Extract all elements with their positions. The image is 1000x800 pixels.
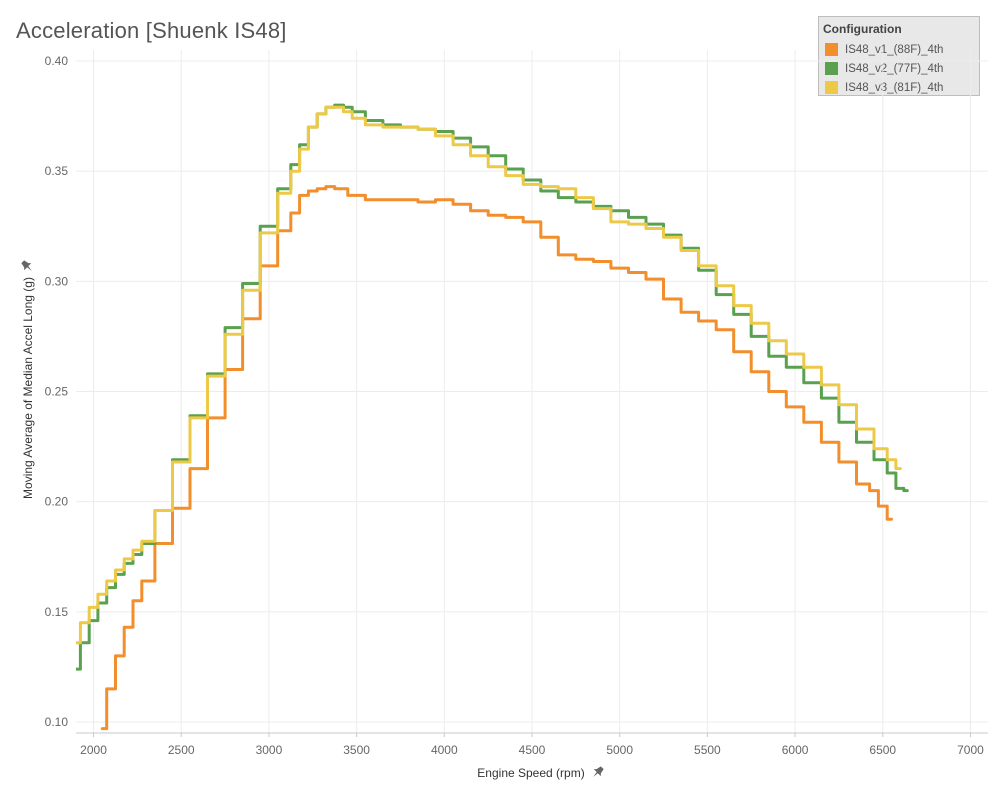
y-tick-label: 0.35 — [45, 164, 69, 178]
x-tick-label: 5500 — [694, 743, 721, 757]
y-tick-label: 0.40 — [45, 54, 69, 68]
y-axis-pin-icon[interactable] — [19, 258, 35, 274]
legend-item[interactable]: IS48_v2_(77F)_4th — [823, 59, 975, 78]
x-tick-label: 5000 — [606, 743, 633, 757]
x-axis-ticks: 2000 2500 3000 3500 4000 4500 5000 5500 6000 6500… — [80, 743, 984, 757]
legend-swatch — [825, 81, 838, 94]
y-axis-title: Moving Average of Median Accel Long (g) — [21, 277, 35, 499]
y-tick-label: 0.10 — [45, 715, 69, 729]
legend-label: IS48_v2_(77F)_4th — [845, 62, 944, 75]
legend-item[interactable]: IS48_v3_(81F)_4th — [823, 78, 975, 97]
x-tick-label: 2500 — [168, 743, 195, 757]
series-line-3[interactable] — [76, 105, 902, 645]
legend-label: IS48_v1_(88F)_4th — [845, 43, 944, 56]
y-tick-label: 0.25 — [45, 385, 69, 399]
x-axis-title: Engine Speed (rpm) — [477, 766, 584, 780]
x-tick-label: 2000 — [80, 743, 107, 757]
x-tick-label: 4000 — [431, 743, 458, 757]
series-line-2[interactable] — [76, 103, 909, 671]
gridlines — [76, 50, 988, 737]
x-tick-label: 4500 — [519, 743, 546, 757]
legend-label: IS48_v3_(81F)_4th — [845, 81, 944, 94]
x-axis-pin-icon[interactable] — [590, 764, 606, 780]
y-tick-label: 0.30 — [45, 274, 69, 288]
legend-swatch — [825, 43, 838, 56]
x-tick-label: 3000 — [256, 743, 283, 757]
legend-item[interactable]: IS48_v1_(88F)_4th — [823, 40, 975, 59]
legend[interactable]: Configuration IS48_v1_(88F)_4th IS48_v2_… — [818, 16, 980, 96]
chart-title: Acceleration [Shuenk IS48] — [16, 18, 287, 43]
x-tick-label: 6000 — [782, 743, 809, 757]
legend-title: Configuration — [823, 22, 902, 36]
x-tick-label: 3500 — [343, 743, 370, 757]
y-axis-ticks: 0.10 0.15 0.20 0.25 0.30 0.35 0.40 — [45, 54, 69, 729]
y-tick-label: 0.15 — [45, 605, 69, 619]
y-tick-label: 0.20 — [45, 495, 69, 509]
series-line-1[interactable] — [100, 185, 893, 731]
x-tick-label: 6500 — [869, 743, 896, 757]
series-layer — [76, 103, 909, 731]
legend-swatch — [825, 62, 838, 75]
x-tick-label: 7000 — [957, 743, 984, 757]
